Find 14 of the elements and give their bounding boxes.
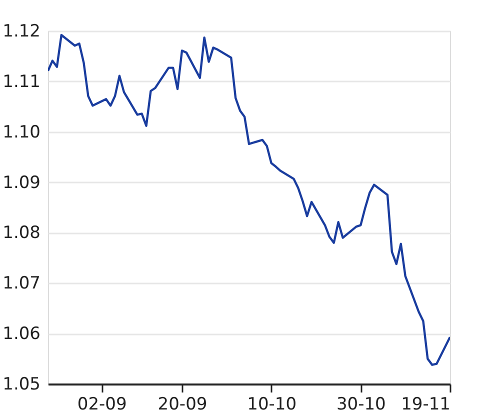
x-tick-label: 20-09 bbox=[158, 394, 208, 414]
y-tick-label: 1.06 bbox=[2, 324, 40, 344]
line-series bbox=[48, 34, 450, 366]
y-tick-label: 1.10 bbox=[2, 122, 40, 142]
y-tick-label: 1.08 bbox=[2, 223, 40, 244]
x-tick-label: 19-11 bbox=[401, 394, 450, 414]
x-tick-label: 30-10 bbox=[336, 394, 386, 414]
y-tick-label: 1.11 bbox=[2, 72, 40, 92]
y-tick-label: 1.05 bbox=[2, 374, 40, 394]
x-tick-label: 02-09 bbox=[77, 394, 127, 414]
y-tick-label: 1.07 bbox=[2, 274, 40, 294]
x-tick-label: 10-10 bbox=[247, 394, 297, 414]
y-tick-label: 1.12 bbox=[2, 22, 40, 42]
y-tick-label: 1.09 bbox=[2, 172, 40, 193]
